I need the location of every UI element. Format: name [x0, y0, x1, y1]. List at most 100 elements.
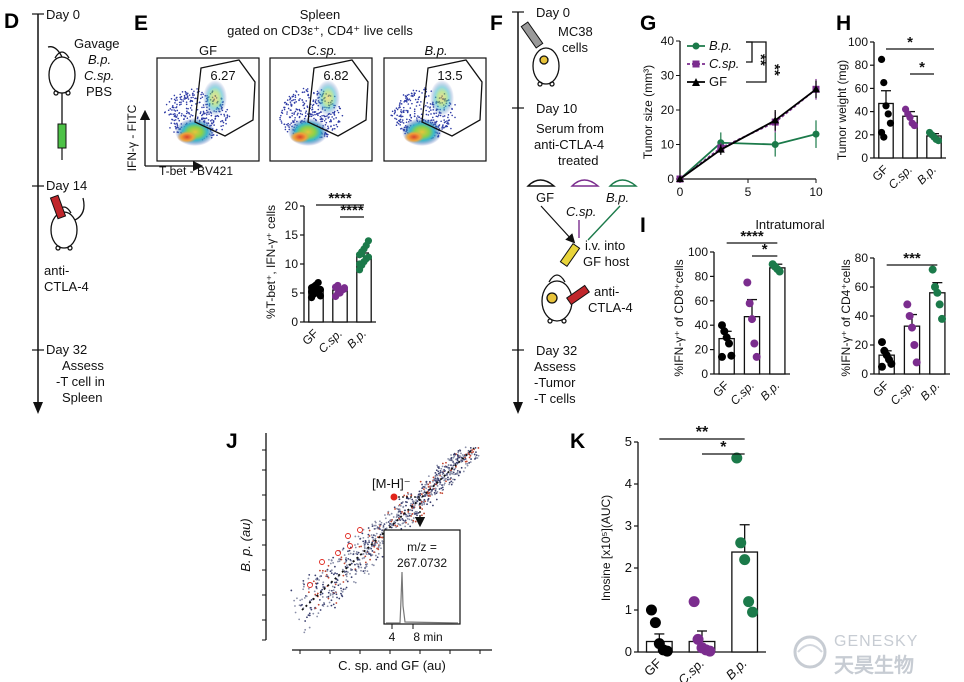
- data-point-bp: [935, 300, 944, 309]
- e-flow-group-gf: GF: [199, 43, 217, 58]
- flow-event: [186, 117, 189, 120]
- flow-event: [293, 112, 296, 114]
- scatter-point: [367, 527, 370, 529]
- scatter-point: [399, 512, 402, 515]
- scatter-point: [357, 558, 360, 561]
- panel-e: E Spleen gated on CD3ε⁺, CD4⁺ live cells…: [125, 7, 487, 356]
- scatter-point: [308, 626, 311, 629]
- scatter-point: [357, 535, 360, 538]
- scatter-point: [381, 540, 384, 543]
- flow-event: [181, 91, 184, 93]
- scatter-point: [321, 596, 324, 598]
- flow-event: [394, 109, 396, 112]
- scatter-point: [373, 551, 375, 554]
- data-point-csp: [752, 352, 761, 361]
- flow-event: [201, 114, 203, 117]
- scatter-point: [421, 483, 423, 486]
- data-point-bp: [928, 265, 937, 274]
- scatter-point: [345, 573, 348, 575]
- flow-event: [280, 111, 283, 114]
- y-tick-label: 0: [625, 644, 632, 659]
- scatter-point: [411, 498, 414, 501]
- scatter-point: [385, 521, 388, 524]
- flow-event: [418, 90, 421, 93]
- scatter-point: [383, 523, 386, 526]
- scatter-point: [354, 544, 356, 546]
- scatter-point: [461, 460, 464, 462]
- flow-event: [169, 127, 171, 129]
- flow-event: [305, 100, 308, 102]
- scatter-point: [314, 607, 317, 610]
- flow-event: [306, 88, 309, 90]
- flow-event: [413, 115, 416, 117]
- scatter-point: [419, 505, 421, 508]
- y-tick-label: 40: [661, 34, 675, 48]
- data-point-bp: [355, 260, 364, 268]
- x-tick-label-csp: C.sp.: [887, 378, 917, 408]
- flow-event: [222, 124, 224, 127]
- flow-event: [331, 129, 334, 131]
- panel-label-h: H: [836, 12, 851, 35]
- flow-event: [406, 118, 408, 121]
- scatter-point: [412, 502, 415, 505]
- data-point-gf: [880, 133, 888, 141]
- flow-event: [298, 115, 301, 118]
- flow-event: [183, 98, 185, 100]
- flow-event: [191, 114, 194, 117]
- scatter-point: [469, 461, 472, 463]
- y-tick-label: 15: [285, 228, 299, 242]
- scatter-point: [455, 458, 457, 461]
- flow-event: [307, 94, 310, 97]
- legend-label-csp: C.sp.: [709, 56, 739, 71]
- flow-event: [213, 124, 215, 126]
- y-tick-label: 80: [855, 58, 869, 72]
- scatter-point: [344, 565, 347, 568]
- scatter-point: [439, 481, 442, 484]
- flow-event: [173, 131, 175, 133]
- flow-event: [202, 110, 205, 113]
- scatter-point: [463, 458, 465, 461]
- data-point-bp: [933, 288, 942, 297]
- flow-event: [413, 112, 416, 115]
- f-donor-csp: C.sp.: [566, 204, 596, 219]
- scatter-point: [434, 493, 436, 496]
- flow-event: [291, 112, 293, 115]
- scatter-point: [316, 592, 319, 595]
- i-ylabel-cd4: %IFN-γ⁺ of CD4⁺cells: [839, 259, 853, 376]
- scatter-point: [304, 628, 307, 631]
- panel-k: K Inosine [x10⁵](AUC) 0 1 2 3 4 5 GF C.sp. B.p. *…: [570, 424, 766, 682]
- flow-event: [199, 112, 202, 115]
- flow-event: [335, 123, 338, 126]
- series-marker: [812, 130, 820, 138]
- scatter-point: [464, 458, 467, 460]
- scatter-point: [314, 574, 317, 577]
- flow-event: [284, 128, 287, 131]
- h-ylabel: Tumor weight (mg): [835, 60, 849, 160]
- scatter-point: [420, 493, 423, 496]
- scatter-point: [362, 553, 365, 555]
- scatter-point: [450, 477, 452, 479]
- flow-event: [171, 109, 173, 111]
- scatter-point: [350, 576, 353, 579]
- scatter-point: [335, 593, 338, 596]
- flow-event: [223, 115, 226, 117]
- panel-i: I Intratumoral %IFN-γ⁺ of CD8⁺cells %IFN…: [640, 214, 950, 408]
- scatter-point: [408, 512, 411, 515]
- scatter-point: [303, 597, 306, 599]
- scatter-point: [374, 554, 377, 557]
- scatter-point-highlighted: [345, 533, 351, 539]
- flow-event: [317, 114, 319, 117]
- flow-event: [441, 128, 443, 130]
- scatter-point: [347, 571, 349, 574]
- flow-event: [408, 118, 411, 121]
- flow-event: [225, 117, 227, 119]
- data-point-bp: [739, 554, 751, 566]
- data-point-csp: [910, 341, 919, 349]
- scatter-point: [307, 577, 310, 580]
- scatter-point: [330, 604, 333, 607]
- scatter-point: [414, 504, 416, 506]
- scatter-point: [350, 562, 353, 565]
- significance-bracket: [746, 41, 767, 83]
- scatter-point: [436, 491, 439, 493]
